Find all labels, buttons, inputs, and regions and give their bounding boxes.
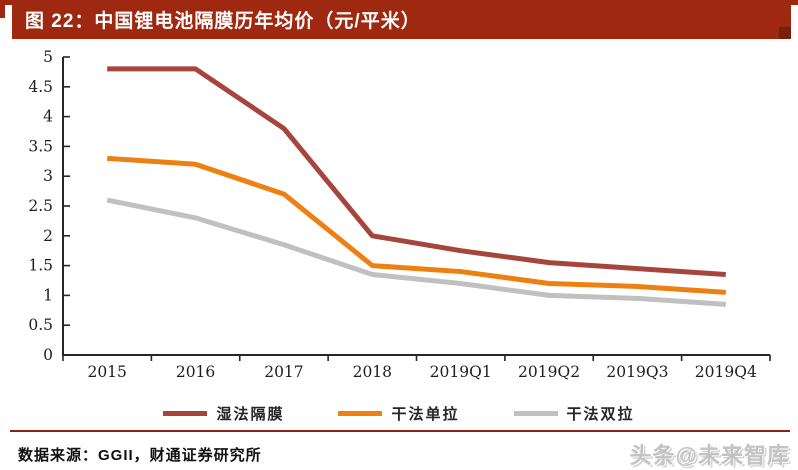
- y-tick-label: 4: [43, 108, 53, 126]
- x-tick-label: 2016: [176, 363, 215, 381]
- figure-title: 图 22：中国锂电池隔膜历年均价（元/平米）: [25, 11, 421, 32]
- watermark-text: 头条@未来智库: [629, 443, 790, 468]
- y-tick-label: 5: [43, 48, 53, 66]
- x-tick-label: 2015: [87, 363, 126, 381]
- header-right-tab-shadow: [779, 27, 791, 39]
- header-left-tab: [0, 0, 5, 18]
- series-line-1: [107, 155, 726, 295]
- y-tick-label: 1: [43, 286, 53, 304]
- legend-item-0: 湿法隔膜: [163, 403, 284, 424]
- y-tick-label: 3.5: [28, 137, 53, 155]
- figure-title-bar: 图 22：中国锂电池隔膜历年均价（元/平米）: [12, 5, 790, 39]
- x-tick-label: 2017: [264, 363, 303, 381]
- series-line-0: [107, 66, 726, 278]
- y-tick-label: 1.5: [28, 257, 53, 275]
- x-tick-label: 2019Q4: [695, 363, 757, 381]
- y-tick-label: 2.5: [28, 197, 53, 215]
- x-tick-label: 2019Q3: [606, 363, 668, 381]
- y-tick-label: 2: [43, 227, 53, 245]
- series-line-2: [106, 197, 726, 307]
- x-tick-label: 2018: [353, 363, 392, 381]
- y-tick-label: 4.5: [28, 78, 53, 96]
- header-top-strip: [0, 0, 798, 5]
- chart-legend: 湿法隔膜 干法单拉 干法双拉: [0, 402, 798, 424]
- data-source-text: 数据来源：GGII，财通证券研究所: [18, 447, 262, 464]
- legend-item-1: 干法单拉: [338, 403, 459, 424]
- legend-swatch: [338, 410, 383, 416]
- legend-label: 干法单拉: [391, 404, 460, 423]
- footer-divider: [10, 430, 790, 432]
- y-tick-label: 3: [43, 167, 53, 185]
- legend-label: 湿法隔膜: [216, 404, 285, 423]
- axis-lines: [62, 57, 770, 356]
- legend-swatch: [513, 410, 558, 416]
- legend-swatch: [163, 410, 208, 416]
- legend-item-2: 干法双拉: [513, 403, 635, 424]
- y-tick-label: 0: [43, 346, 53, 364]
- x-tick-label: 2019Q2: [518, 363, 580, 381]
- legend-label: 干法双拉: [566, 404, 635, 423]
- x-tick-label: 2019Q1: [430, 363, 492, 381]
- y-tick-label: 0.5: [28, 316, 53, 334]
